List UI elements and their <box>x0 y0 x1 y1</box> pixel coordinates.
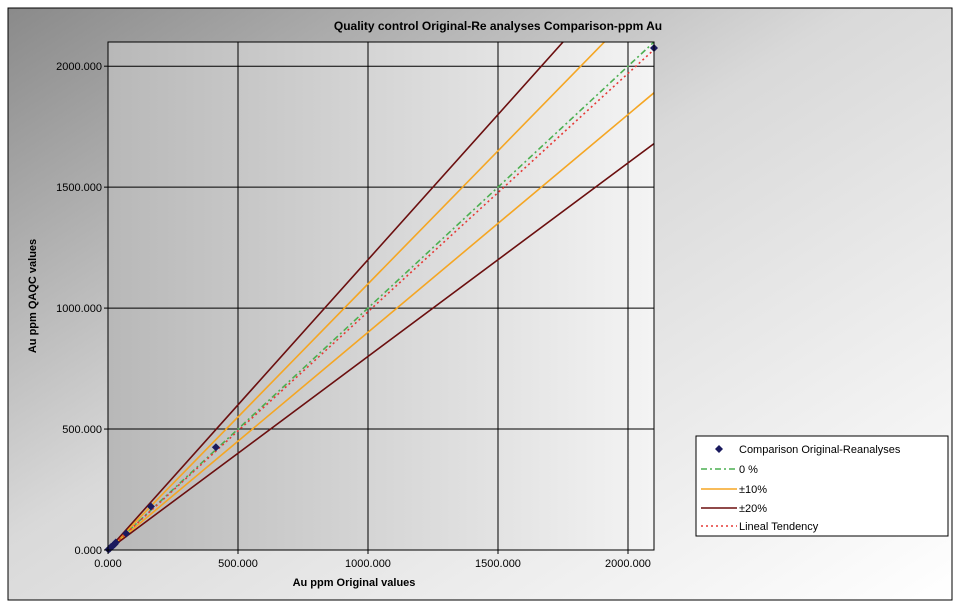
x-tick-label: 500.000 <box>218 558 258 570</box>
line-minus-10-percent <box>108 92 654 550</box>
y-axis-label: Au ppm QAQC values <box>27 239 39 353</box>
line-plus-10-percent <box>108 42 606 550</box>
legend-label-pm20: ±20% <box>739 503 767 515</box>
legend-marker-comparison <box>715 445 723 453</box>
line-lineal-tendency <box>108 49 654 550</box>
x-tick-label: 1000.000 <box>345 558 391 570</box>
line-zero-percent <box>108 42 654 550</box>
data-point <box>211 443 220 452</box>
x-tick-label: 1500.000 <box>475 558 521 570</box>
y-tick-label: 1000.000 <box>56 303 102 315</box>
x-axis-label: Au ppm Original values <box>293 577 416 589</box>
reference-lines <box>108 42 654 550</box>
plot-border <box>107 41 655 551</box>
legend-label-zero: 0 % <box>739 464 758 476</box>
legend-label-trend: Lineal Tendency <box>739 521 819 533</box>
y-tick-label: 2000.000 <box>56 61 102 73</box>
legend-box <box>695 435 949 537</box>
y-tick-label: 500.000 <box>62 424 102 436</box>
legend: Comparison Original-Reanalyses 0 % ±10% … <box>695 435 949 537</box>
x-tick-label: 0.000 <box>94 558 122 570</box>
data-point <box>122 529 131 538</box>
x-tick-label: 2000.000 <box>605 558 651 570</box>
legend-label-comparison: Comparison Original-Reanalyses <box>739 444 901 456</box>
y-axis-ticks: 0.000 500.000 1000.000 1500.000 2000.000 <box>56 61 108 557</box>
data-point <box>111 538 120 547</box>
x-axis-ticks: 0.000 500.000 1000.000 1500.000 2000.000 <box>94 550 651 570</box>
chart-title: Quality control Original-Re analyses Com… <box>334 19 662 33</box>
y-tick-label: 1500.000 <box>56 182 102 194</box>
legend-label-pm10: ±10% <box>739 484 767 496</box>
gridlines <box>108 42 654 550</box>
data-point <box>146 502 155 511</box>
line-minus-20-percent <box>108 142 654 550</box>
y-tick-label: 0.000 <box>74 545 102 557</box>
